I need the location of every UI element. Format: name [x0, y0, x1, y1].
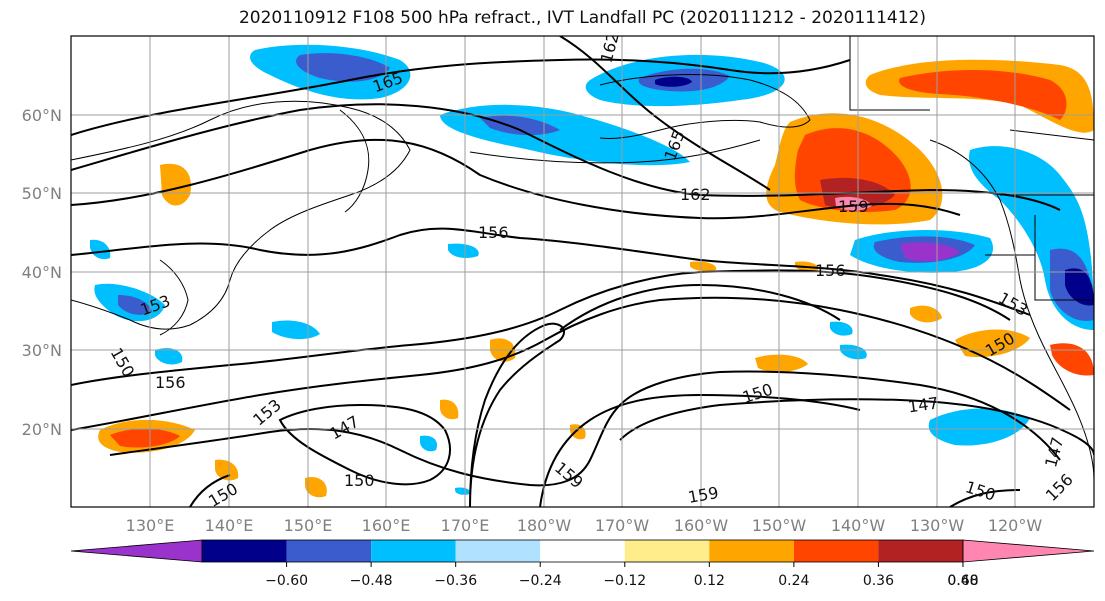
colorbar-arrow-high: [962, 539, 1095, 563]
colorbar-tick-label: −0.12: [603, 573, 646, 589]
colorbar-swatch: [540, 540, 625, 562]
colorbar-swatch: [793, 540, 879, 562]
contour-156: [71, 269, 1011, 386]
contour-165: [71, 58, 851, 136]
contour-159: [71, 138, 961, 220]
colorbar-labels: −0.60 −0.48 −0.36 −0.24 −0.12 0.12 0.24 …: [265, 573, 978, 589]
colorbar-tick-label: 0.12: [694, 573, 725, 589]
contour-162: [71, 103, 1061, 211]
contour-label: 156: [155, 373, 186, 392]
lat-label: 20°N: [22, 420, 62, 439]
lon-label: 140°W: [831, 516, 886, 535]
lat-label: 30°N: [22, 341, 62, 360]
colorbar-tick-label: 0.24: [778, 573, 809, 589]
longitude-labels: 130°E 140°E 150°E 160°E 170°E 180°W 170°…: [126, 516, 1043, 535]
contour-156-south: [539, 393, 861, 507]
lat-label: 50°N: [22, 184, 62, 203]
lat-label: 60°N: [22, 106, 62, 125]
colorbar-swatch: [455, 540, 541, 562]
contour-162-north: [559, 36, 771, 191]
anomaly-shading: [90, 44, 1094, 498]
colorbar-tick-label: −0.60: [265, 573, 308, 589]
colorbar-swatch: [878, 540, 963, 562]
colorbar-swatch: [286, 540, 372, 562]
lon-label: 150°E: [284, 516, 333, 535]
coastline-asia: [71, 100, 411, 330]
lon-label: 130°W: [910, 516, 965, 535]
colorbar-tick-label: 0.60: [947, 573, 978, 589]
latitude-labels: 60°N 50°N 40°N 30°N 20°N: [22, 106, 62, 439]
colorbar-frame: [201, 539, 964, 563]
lon-label: 130°E: [126, 516, 175, 535]
contour-150-southwest: [189, 474, 231, 507]
coastline-japan: [159, 259, 189, 336]
contour-159-south: [469, 322, 565, 507]
contour-150-southeast: [949, 489, 1021, 507]
contour-label: 156: [478, 223, 509, 242]
coastline-north-america: [929, 139, 1094, 481]
lat-label: 40°N: [22, 263, 62, 282]
colorbar: [70, 539, 1095, 567]
coastline-kamchatka: [339, 109, 370, 213]
contour-label: 156: [815, 261, 846, 280]
colorbar-tick-label: −0.48: [350, 573, 393, 589]
contour-153: [71, 296, 1071, 431]
contour-label: 159: [838, 197, 869, 216]
lon-label: 160°E: [362, 516, 411, 535]
lon-label: 170°W: [595, 516, 650, 535]
contour-147: [278, 403, 451, 486]
contour-label: 162: [680, 185, 711, 204]
lon-label: 150°W: [752, 516, 807, 535]
coastline-alaska: [599, 74, 811, 139]
contour-label: 147: [907, 393, 940, 416]
colorbar-swatch: [709, 540, 794, 562]
lon-label: 170°E: [441, 516, 490, 535]
contour-label: 150: [344, 471, 375, 490]
colorbar-swatch: [624, 540, 710, 562]
coastline-aleutians: [469, 139, 761, 164]
colorbar-tick-label: 0.48: [947, 573, 978, 589]
lon-label: 140°E: [205, 516, 254, 535]
lon-label: 160°W: [674, 516, 729, 535]
lon-label: 180°W: [517, 516, 572, 535]
contour-156-north: [71, 227, 1031, 316]
colorbar-tick-label: −0.36: [434, 573, 477, 589]
colorbar-arrow-low: [70, 539, 203, 563]
map-frame: [70, 35, 1095, 508]
map-title: 2020110912 F108 500 hPa refract., IVT La…: [238, 8, 926, 28]
contour-147-east: [619, 398, 1094, 456]
colorbar-tick-label: −0.24: [519, 573, 562, 589]
coastlines: [71, 36, 1094, 481]
colorbar-tick-label: 0.36: [863, 573, 894, 589]
colorbar-swatch: [371, 540, 456, 562]
graticule: [71, 36, 1094, 507]
colorbar-swatch: [202, 540, 287, 562]
contour-159-southeast: [559, 283, 841, 331]
lon-label: 120°W: [988, 516, 1043, 535]
